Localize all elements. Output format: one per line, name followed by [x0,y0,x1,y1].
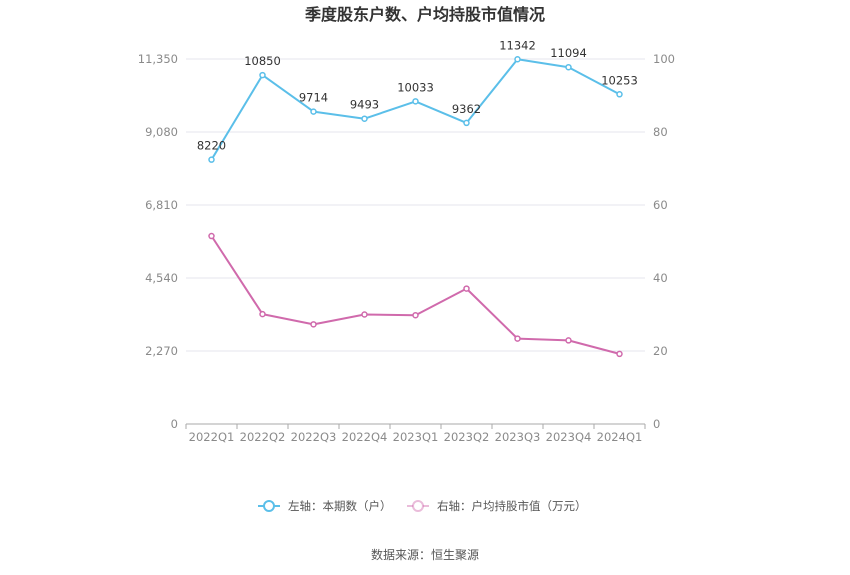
left-axis-tick-label: 2,270 [145,344,178,358]
right-series-point [361,311,368,318]
x-axis-tick-label: 2023Q2 [444,430,490,444]
right-series-point [463,285,470,292]
left-series-point [259,71,266,79]
right-series-point [412,311,419,319]
data-label: 10850 [244,54,281,68]
legend-label: 左轴：本期数（户） [288,499,392,513]
data-label: 10253 [601,73,638,87]
data-label: 9493 [350,98,379,112]
left-series-point [514,56,521,63]
right-series-point [259,310,266,318]
left-axis-tick-label: 4,540 [145,271,178,285]
x-axis-tick-label: 2023Q3 [495,430,541,444]
right-series-point [565,337,572,344]
left-series-point [463,119,470,127]
right-series-point [616,350,623,358]
legend-marker-icon [263,500,275,512]
left-series-point [565,63,572,71]
data-label: 10033 [397,80,434,94]
x-axis-tick-label: 2022Q3 [291,430,337,444]
left-axis-tick-label: 11,350 [138,52,178,66]
right-series-point [310,321,317,328]
x-axis-tick-label: 2022Q1 [189,430,235,444]
x-axis-tick-label: 2024Q1 [597,430,643,444]
source-note: 数据来源：恒生聚源 [371,547,479,562]
legend: 左轴：本期数（户） 右轴：户均持股市值（万元） [258,499,587,513]
right-axis-tick-label: 80 [653,125,668,139]
right-series-point [208,232,215,240]
right-axis-tick-label: 100 [653,52,675,66]
series: 8220 10850 9714 9493 10033 9362 11342 11094 1025… [197,38,638,358]
data-label: 9714 [299,91,328,105]
x-axis-tick-label: 2023Q1 [393,430,439,444]
left-axis-tick-label: 6,810 [145,198,178,212]
left-series-point [208,156,215,163]
right-axis-tick-label: 40 [653,271,668,285]
data-label: 9362 [452,102,481,116]
x-axis-tick-label: 2022Q2 [240,430,286,444]
left-series-point [412,98,419,105]
data-label: 11094 [550,46,587,60]
legend-label: 右轴：户均持股市值（万元） [437,499,587,513]
left-series-line [210,58,620,161]
right-axis-tick-label: 0 [653,417,660,431]
left-axis-tick-label: 9,080 [145,125,178,139]
left-series-point [310,108,317,115]
left-series-point [616,91,623,98]
right-axis-tick-label: 60 [653,198,668,212]
chart-title: 季度股东户数、户均持股市值情况 [304,5,545,24]
x-axis-tick-label: 2022Q4 [342,430,388,444]
right-series-point [514,335,521,342]
legend-item-left: 左轴：本期数（户） [258,499,392,513]
legend-item-right: 右轴：户均持股市值（万元） [407,499,587,513]
right-axis-tick-label: 20 [653,344,668,358]
grid-lines [186,58,645,352]
left-series-point [361,115,368,122]
data-label: 11342 [499,38,536,52]
left-axis-tick-label: 0 [171,417,178,431]
legend-marker-icon [412,500,424,512]
axes: 0 2,270 4,540 6,810 9,080 11,350 0 20 40 60 80 100 2… [138,52,675,444]
x-axis-tick-label: 2023Q4 [546,430,592,444]
right-series-line [210,235,620,355]
data-label: 8220 [197,139,226,153]
